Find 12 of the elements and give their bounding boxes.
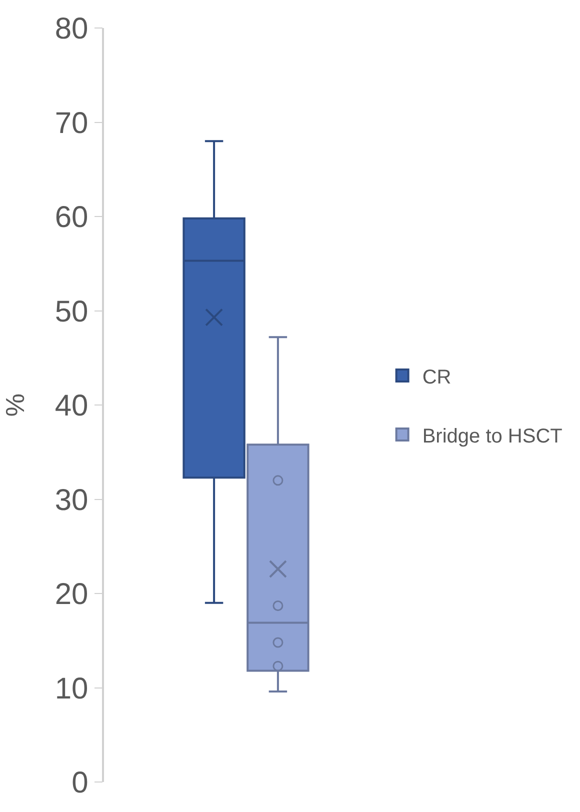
y-tick-label: 40 xyxy=(54,390,88,422)
y-tick-label: 10 xyxy=(54,672,88,706)
y-tick-label: 20 xyxy=(54,578,88,611)
y-tick-label: 50 xyxy=(54,295,88,328)
y-tick-label: 30 xyxy=(54,484,88,517)
y-tick-label: 60 xyxy=(54,201,88,234)
legend-label: CR xyxy=(422,366,452,388)
legend-label: Bridge to HSCT xyxy=(422,425,562,448)
y-tick-label: 80 xyxy=(54,12,88,46)
y-tick-label: 70 xyxy=(54,106,88,140)
y-tick-label: 0 xyxy=(72,766,88,800)
y-axis-title: % xyxy=(0,393,30,417)
